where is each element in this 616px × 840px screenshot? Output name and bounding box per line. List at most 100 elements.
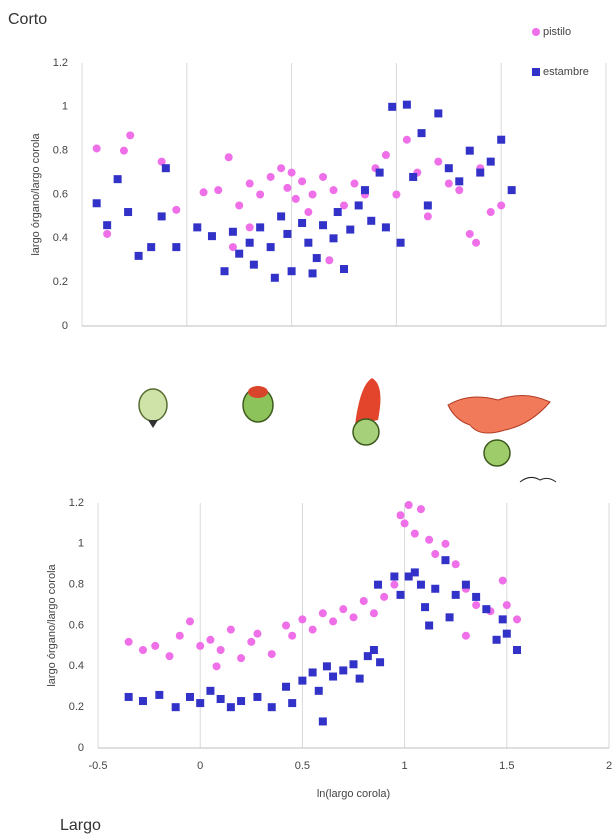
point [216,695,225,703]
point [329,234,338,243]
point [380,592,389,601]
point [245,179,254,188]
point [404,572,413,581]
point [245,238,254,247]
point [282,621,291,630]
point [161,164,170,173]
y-tick-label: 0 [78,742,84,754]
flower-calyx [483,439,511,467]
point [417,129,426,138]
flower-petals [447,395,551,434]
point [196,699,205,708]
y-axis-label: largo órgano/largo corola [46,563,58,686]
point [339,666,348,675]
point [103,229,112,238]
point [455,177,464,186]
point [256,223,265,232]
bud-open-calyx [352,418,380,446]
point [92,199,101,208]
point [416,580,425,589]
point [502,601,511,610]
point [441,556,450,565]
point [390,572,399,581]
point [340,265,348,274]
point [253,692,262,701]
point [318,609,327,618]
point [151,641,160,650]
point [390,580,399,589]
point [196,641,205,650]
point [138,646,147,654]
point [359,597,368,605]
bud-stem [148,420,158,428]
point [157,212,166,221]
point [256,190,265,199]
signature [519,476,557,483]
point [445,613,454,622]
point [124,692,133,701]
point [124,637,133,646]
y-tick-label: 0.2 [53,276,68,288]
x-tick-label: -0.5 [89,760,108,772]
point [165,652,174,661]
y-tick-label: 1.2 [53,57,68,69]
x-axis-label: ln(largo corola) [317,788,390,800]
point [375,168,384,177]
point [402,100,411,109]
point [423,212,432,221]
scatter-chart: Corto 0 0.2 0.4 0.6 0.8 1 1.2 largo órgano/largo… [8,11,607,332]
point [319,221,328,230]
point [482,605,491,614]
x-tick-label: 1.5 [499,760,514,772]
point [396,511,405,520]
point [103,221,112,230]
point [249,260,258,269]
point [381,223,390,232]
point [304,208,313,217]
point [346,225,355,234]
point [410,529,419,538]
point [124,208,133,217]
point [388,102,397,111]
point [298,177,307,186]
point [431,584,440,593]
y-tick-label: 1 [78,538,84,550]
point [298,218,307,227]
point [287,267,296,276]
point [287,168,296,177]
y-tick-label: 0.6 [69,619,84,631]
point [404,501,413,510]
x-tick-label: 0.5 [295,760,310,772]
point [220,267,229,276]
point [461,631,470,640]
point [339,605,348,614]
point [472,592,481,601]
point [329,672,338,681]
point [226,625,235,634]
point [247,637,256,646]
y-tick-label: 0.4 [69,660,84,672]
point [376,658,385,667]
bud-open-petals [355,378,381,425]
point [212,662,221,671]
point [92,144,101,153]
point [472,601,481,610]
point [461,580,470,589]
point [206,635,215,644]
point [392,190,401,199]
chart-title: Largo [60,817,101,834]
point [441,539,450,548]
point [367,216,376,225]
point [283,183,292,192]
point [340,201,348,210]
point [497,135,506,144]
y-tick-label: 0.4 [53,232,68,244]
scatter-chart: Largo -0.5 0 0.5 1 1.5 2 0 0.2 0.4 0.6 0.8 1 1.2 largo… [46,497,612,834]
point [277,164,286,173]
point [283,229,292,238]
point [172,243,181,252]
y-tick-label: 1.2 [69,497,84,509]
point [497,201,506,210]
point [502,629,511,638]
